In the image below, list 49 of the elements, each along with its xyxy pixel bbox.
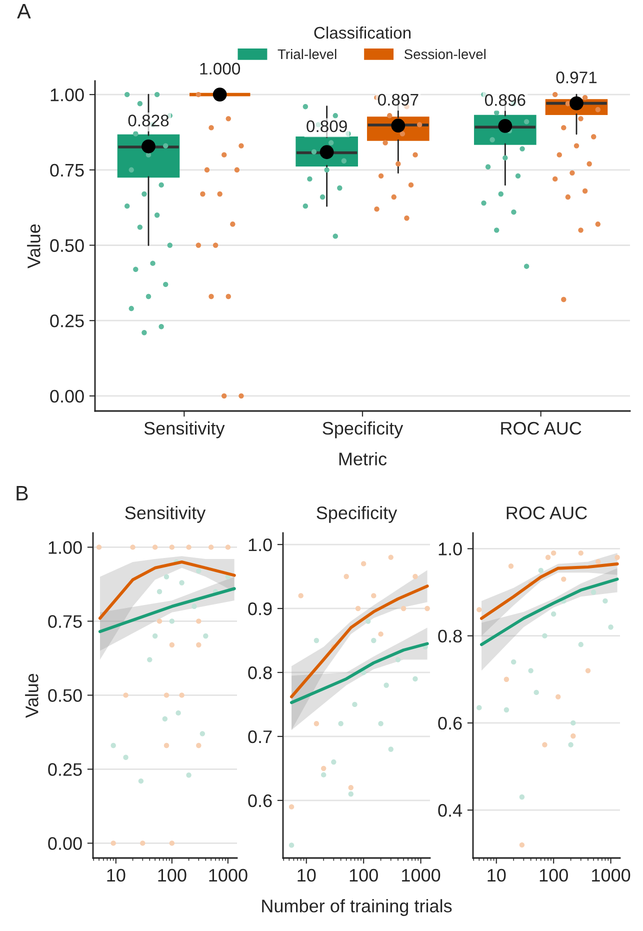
y-tick-label: 0.4 [438, 804, 462, 817]
y-tick-label: 0.6 [248, 794, 272, 808]
y-tick-label: 0.8 [248, 666, 272, 680]
y-axis-title: Value [27, 224, 40, 268]
y-tick-label: 0.7 [248, 730, 272, 744]
text: 0.828 [128, 114, 169, 126]
text: 0.809 [306, 120, 347, 132]
x-tick-label: 1000 [592, 868, 630, 882]
x-axis-title: Metric [339, 452, 387, 466]
x-tick-label: 100 [540, 868, 568, 882]
y-tick-label: 0.8 [438, 630, 462, 643]
chart-title: ROC AUC [506, 506, 587, 520]
chart-title: Specificity [316, 506, 398, 523]
legend-label: Trial-level [278, 48, 336, 60]
text: 0.897 [378, 94, 418, 106]
y-tick-label: 0.25 [50, 314, 84, 328]
x-tick-label: Specificity [322, 421, 404, 438]
x-tick-label: 1000 [209, 868, 248, 882]
x-tick-label: 100 [158, 868, 186, 882]
chart-title: Sensitivity [125, 506, 206, 523]
y-tick-label: 0.9 [248, 602, 272, 616]
y-tick-label: 0.00 [50, 390, 84, 403]
y-tick-label: 0.25 [48, 763, 82, 776]
x-tick-label: Sensitivity [144, 421, 225, 438]
legend-title: Classification [314, 26, 411, 39]
x-tick-label: 10 [488, 868, 506, 882]
x-tick-label: 100 [350, 868, 378, 882]
text: B [16, 486, 28, 500]
y-tick-label: 1.00 [48, 541, 82, 554]
y-tick-label: 1.0 [248, 538, 272, 552]
y-tick-label: 0.75 [48, 615, 82, 628]
x-tick-label: 10 [298, 868, 316, 882]
y-tick-label: 0.00 [48, 837, 82, 850]
text: 1.000 [200, 62, 240, 75]
legend-label: Session-level [404, 48, 486, 60]
y-axis-title: Value [25, 674, 38, 718]
text: 0.896 [484, 94, 526, 106]
y-tick-label: 0.50 [50, 239, 84, 252]
text: A [17, 4, 31, 18]
y-tick-label: 0.75 [50, 164, 84, 177]
y-tick-label: 0.6 [438, 716, 462, 730]
y-tick-label: 1.0 [438, 542, 462, 556]
text: 0.971 [556, 72, 597, 84]
y-tick-label: 1.00 [50, 88, 84, 102]
x-tick-label: ROC AUC [501, 422, 582, 435]
x-tick-label: 1000 [402, 868, 440, 882]
x-tick-label: 10 [107, 868, 126, 882]
x-axis-title: Number of training trials [262, 899, 452, 916]
y-tick-label: 0.50 [48, 689, 82, 702]
